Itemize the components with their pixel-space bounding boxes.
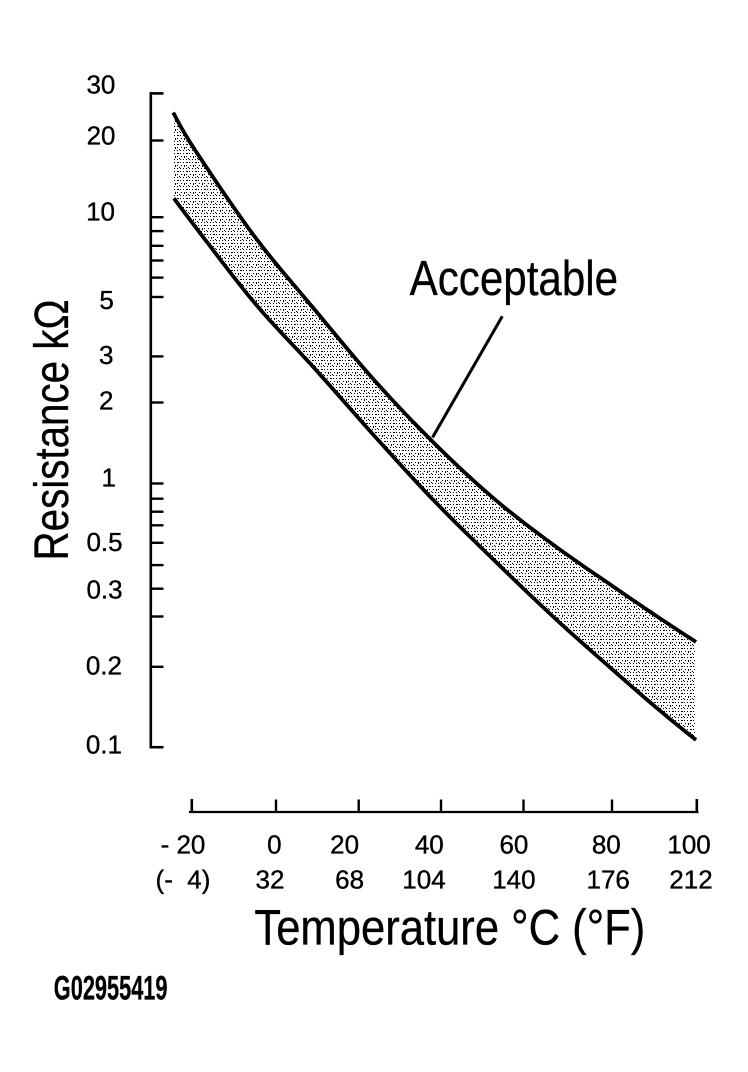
- svg-text:104: 104: [402, 865, 445, 895]
- svg-text:3: 3: [99, 340, 113, 370]
- svg-text:100: 100: [667, 830, 710, 860]
- svg-text:5: 5: [99, 285, 113, 315]
- svg-text:212: 212: [669, 865, 712, 895]
- svg-text:(- 4): (- 4): [156, 865, 211, 895]
- svg-text:80: 80: [592, 830, 621, 860]
- svg-text:140: 140: [492, 865, 535, 895]
- svg-text:Acceptable: Acceptable: [410, 251, 618, 306]
- svg-text:20: 20: [330, 830, 359, 860]
- svg-text:68: 68: [335, 865, 364, 895]
- svg-text:30: 30: [86, 70, 115, 100]
- svg-text:Resistance kΩ: Resistance kΩ: [26, 299, 79, 560]
- svg-text:2: 2: [99, 386, 113, 416]
- svg-text:20: 20: [87, 121, 116, 151]
- svg-text:0.1: 0.1: [86, 729, 122, 759]
- svg-text:40: 40: [415, 830, 444, 860]
- svg-text:Temperature °C (°F): Temperature °C (°F): [254, 900, 645, 955]
- svg-text:0.3: 0.3: [86, 574, 122, 604]
- svg-text:1: 1: [102, 462, 116, 492]
- svg-text:10: 10: [86, 196, 115, 226]
- svg-text:176: 176: [587, 865, 630, 895]
- svg-text:- 20: - 20: [161, 830, 206, 860]
- svg-text:G02955419: G02955419: [54, 970, 168, 1008]
- svg-text:0.5: 0.5: [86, 527, 122, 557]
- svg-text:0.2: 0.2: [86, 650, 122, 680]
- svg-text:0: 0: [267, 830, 281, 860]
- svg-text:60: 60: [499, 830, 528, 860]
- svg-text:32: 32: [256, 865, 285, 895]
